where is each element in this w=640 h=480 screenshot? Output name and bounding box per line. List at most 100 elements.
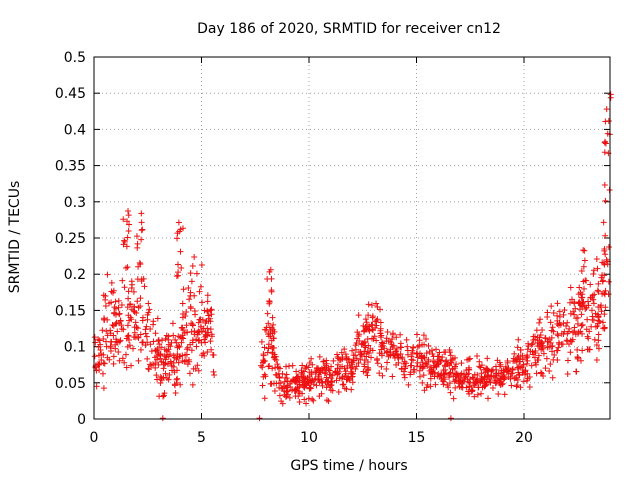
data-point <box>296 399 303 406</box>
data-point <box>135 263 142 270</box>
data-point <box>581 257 588 264</box>
data-point <box>410 344 417 351</box>
data-point <box>173 376 180 383</box>
data-point <box>284 388 291 395</box>
data-point <box>326 383 333 390</box>
data-point <box>124 218 131 225</box>
data-point <box>91 334 98 341</box>
data-point <box>422 336 429 343</box>
data-point <box>602 118 609 125</box>
y-tick-label: 0.3 <box>64 195 86 211</box>
y-tick-label: 0 <box>77 412 86 428</box>
data-point <box>414 354 421 361</box>
data-point <box>272 364 279 371</box>
data-point <box>96 361 103 368</box>
data-point <box>425 342 432 349</box>
data-point <box>207 338 214 345</box>
data-point <box>173 273 180 280</box>
data-point <box>590 267 597 274</box>
data-point <box>264 310 271 317</box>
data-point <box>554 317 561 324</box>
data-point <box>446 346 453 353</box>
data-points <box>91 91 614 422</box>
data-point <box>163 375 170 382</box>
data-point <box>159 337 166 344</box>
data-point <box>187 270 194 277</box>
data-point <box>179 300 186 307</box>
data-point <box>121 284 128 291</box>
data-point <box>196 337 203 344</box>
data-point <box>535 352 542 359</box>
data-point <box>261 344 268 351</box>
data-point <box>532 359 539 366</box>
data-point <box>353 363 360 370</box>
data-point <box>261 371 268 378</box>
data-point <box>361 363 368 370</box>
data-point <box>135 334 142 341</box>
data-point <box>205 329 212 336</box>
data-point <box>575 329 582 336</box>
data-point <box>296 381 303 388</box>
data-point <box>307 377 314 384</box>
data-point <box>103 328 110 335</box>
data-point <box>335 355 342 362</box>
data-point <box>429 369 436 376</box>
data-point <box>603 106 610 113</box>
data-point <box>320 358 327 365</box>
data-point <box>583 304 590 311</box>
data-point <box>544 309 551 316</box>
data-point <box>602 251 609 258</box>
data-point <box>116 311 123 318</box>
data-point <box>441 362 448 369</box>
data-point <box>292 393 299 400</box>
data-point <box>112 320 119 327</box>
data-point <box>270 380 277 387</box>
data-point <box>542 365 549 372</box>
data-point <box>379 342 386 349</box>
data-point <box>316 393 323 400</box>
data-point <box>193 336 200 343</box>
data-point <box>323 384 330 391</box>
data-point <box>524 357 531 364</box>
data-point <box>273 372 280 379</box>
data-point <box>601 149 608 156</box>
data-point <box>444 360 451 367</box>
data-point <box>166 371 173 378</box>
data-point <box>540 372 547 379</box>
data-point <box>407 371 414 378</box>
data-point <box>568 296 575 303</box>
data-point <box>160 374 167 381</box>
data-point <box>269 349 276 356</box>
data-point <box>570 308 577 315</box>
data-point <box>420 332 427 339</box>
data-point <box>566 325 573 332</box>
data-point <box>150 338 157 345</box>
data-point <box>333 377 340 384</box>
data-point <box>107 327 114 334</box>
data-point <box>139 226 146 233</box>
data-point <box>281 391 288 398</box>
data-point <box>299 371 306 378</box>
data-point <box>515 336 522 343</box>
x-tick-label: 15 <box>408 430 426 446</box>
data-point <box>544 338 551 345</box>
data-point <box>601 291 608 298</box>
data-point <box>455 373 462 380</box>
data-point <box>301 375 308 382</box>
data-point <box>158 344 165 351</box>
data-point <box>196 288 203 295</box>
data-point <box>134 244 141 251</box>
data-point <box>344 376 351 383</box>
data-point <box>157 379 164 386</box>
data-point <box>174 375 181 382</box>
x-tick-label: 5 <box>197 430 206 446</box>
data-point <box>452 384 459 391</box>
data-point <box>374 360 381 367</box>
data-point <box>393 361 400 368</box>
data-point <box>323 365 330 372</box>
data-point <box>115 297 122 304</box>
data-point <box>128 362 135 369</box>
data-point <box>120 326 127 333</box>
data-point <box>460 378 467 385</box>
data-point <box>459 379 466 386</box>
